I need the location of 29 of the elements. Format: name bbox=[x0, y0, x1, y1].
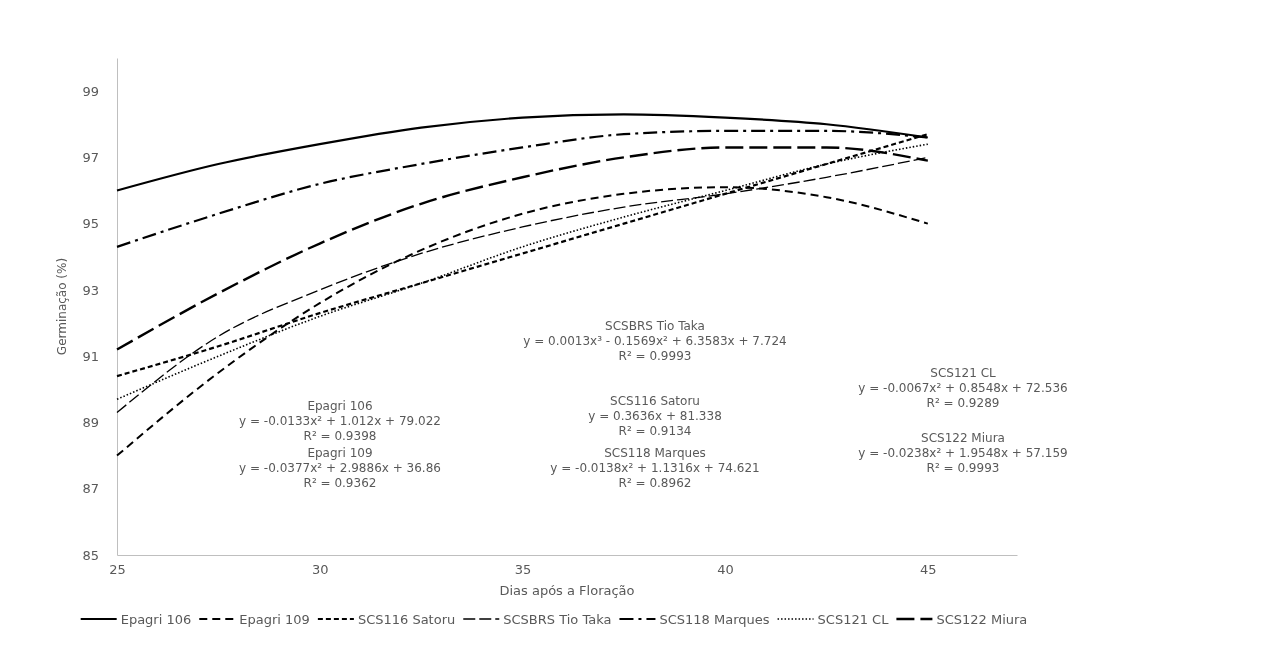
annotation: SCS122 Miura y = -0.0238x² + 1.9548x + 57.159 R² = 0.9993 bbox=[858, 431, 1068, 475]
annotation: SCS118 Marques y = -0.0138x² + 1.1316x + 74.621 R² = 0.8962 bbox=[550, 446, 760, 490]
y-tick-label: 97 bbox=[82, 150, 99, 166]
annotation: SCS121 CL y = -0.0067x² + 0.8548x + 72.536 R² = 0.9289 bbox=[858, 366, 1068, 410]
y-tick-label: 93 bbox=[82, 282, 99, 298]
x-tick-label: 35 bbox=[514, 562, 532, 578]
x-tick-label: 30 bbox=[311, 562, 329, 578]
y-tick-label: 99 bbox=[82, 83, 99, 99]
y-tick-label: 85 bbox=[82, 547, 99, 563]
y-axis-title: Germinação (%) bbox=[55, 257, 69, 356]
legend-label: SCS116 Satoru bbox=[357, 611, 456, 627]
annotation: Epagri 109 y = -0.0377x² + 2.9886x + 36.86 R² = 0.9362 bbox=[239, 446, 441, 490]
annotation: Epagri 106 y = -0.0133x² + 1.012x + 79.022 R² = 0.9398 bbox=[239, 399, 441, 443]
y-tick-label: 89 bbox=[82, 415, 99, 431]
legend-label: SCS122 Miura bbox=[936, 611, 1028, 627]
legend-label: SCS121 CL bbox=[817, 611, 890, 627]
legend-label: Epagri 109 bbox=[239, 611, 310, 627]
legend-label: SCS118 Marques bbox=[659, 611, 770, 627]
annotation: SCS116 Satoru y = 0.3636x + 81.338 R² = 0.9134 bbox=[588, 394, 722, 438]
y-tick-label: 91 bbox=[82, 348, 99, 364]
y-tick-label: 87 bbox=[82, 481, 99, 497]
legend-label: Epagri 106 bbox=[120, 611, 192, 627]
x-axis-title: Dias após a Floração bbox=[499, 583, 635, 598]
legend-label: SCSBRS Tio Taka bbox=[503, 611, 612, 627]
y-tick-label: 95 bbox=[82, 216, 99, 232]
x-tick-label: 40 bbox=[717, 562, 734, 578]
x-tick-label: 45 bbox=[920, 562, 937, 578]
annotation: SCSBRS Tio Taka y = 0.0013x³ - 0.1569x² + 6.3583x + 7.724 R² = 0.9993 bbox=[523, 319, 787, 363]
x-tick-label: 25 bbox=[109, 562, 126, 578]
